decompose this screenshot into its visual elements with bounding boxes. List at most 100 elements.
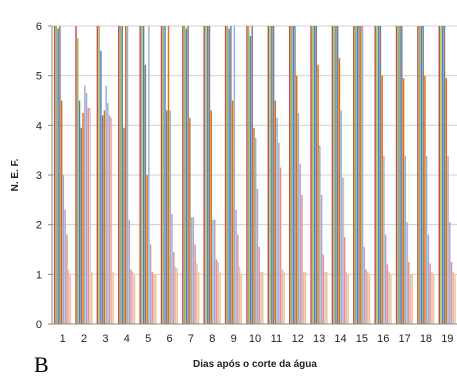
bar-day-6-series-9 xyxy=(174,266,177,324)
bar-day-5-series-5 xyxy=(146,175,148,324)
bar-day-16-series-8 xyxy=(386,264,389,324)
bar-day-4-series-7 xyxy=(128,219,130,324)
bar-day-6-series-5 xyxy=(167,26,170,324)
bar-day-11-series-9 xyxy=(281,269,284,324)
bar-day-7-series-10 xyxy=(197,271,200,324)
bar-day-4-series-1 xyxy=(118,26,120,324)
bar-day-9-series-2 xyxy=(226,26,229,324)
bar-day-3-series-10 xyxy=(112,271,114,324)
bar-day-2-series-9 xyxy=(89,107,91,324)
bar-day-3-series-1 xyxy=(96,26,99,324)
bar-day-16-series-3 xyxy=(377,26,380,324)
bar-day-15-series-5 xyxy=(360,26,362,324)
y-axis-title: N. E. F. xyxy=(10,158,21,191)
x-tick-label: 16 xyxy=(377,333,389,345)
bar-day-11-series-8 xyxy=(279,167,282,324)
bar-day-7-series-6 xyxy=(190,217,193,324)
bar-day-1-series-5 xyxy=(60,100,63,324)
bar-day-19-series-8 xyxy=(450,261,453,324)
bar-day-9-series-3 xyxy=(228,28,230,324)
bar-day-13-series-6 xyxy=(319,145,321,324)
bar-day-15-series-10 xyxy=(368,274,371,324)
bar-day-18-series-6 xyxy=(425,156,428,324)
bar-day-11-series-6 xyxy=(276,117,278,324)
bar-day-16-series-6 xyxy=(383,156,385,324)
bar-day-9-series-8 xyxy=(237,234,239,324)
x-tick-label: 18 xyxy=(420,333,432,345)
bar-day-8-series-9 xyxy=(217,261,219,324)
bar-day-5-series-9 xyxy=(153,274,155,324)
bar-day-14-series-8 xyxy=(343,237,346,324)
bar-day-15-series-3 xyxy=(356,26,359,324)
x-tick-label: 19 xyxy=(441,333,453,345)
bar-day-15-series-4 xyxy=(358,26,360,324)
bar-day-7-series-1 xyxy=(182,26,184,324)
bar-day-15-series-7 xyxy=(363,247,366,324)
bar-day-14-series-3 xyxy=(335,26,337,324)
bar-day-13-series-7 xyxy=(320,194,323,324)
bar-day-2-series-6 xyxy=(84,85,86,324)
bar-day-6-series-4 xyxy=(166,110,168,325)
bar-day-7-series-9 xyxy=(196,263,198,324)
bar-day-4-series-2 xyxy=(119,26,122,324)
bar-day-8-series-5 xyxy=(210,110,212,325)
bar-day-14-series-9 xyxy=(345,271,348,324)
bar-day-12-series-5 xyxy=(295,75,298,324)
bar-day-1-series-8 xyxy=(66,234,68,324)
x-tick-label: 11 xyxy=(271,333,282,345)
bar-day-18-series-4 xyxy=(422,26,424,324)
bar-day-13-series-8 xyxy=(322,254,325,324)
bar-day-1-series-1 xyxy=(53,26,56,324)
x-tick-label: 1 xyxy=(60,333,66,345)
bar-day-1-series-2 xyxy=(55,26,58,324)
bar-day-4-series-4 xyxy=(123,127,125,324)
bar-day-18-series-8 xyxy=(429,263,431,324)
bar-day-3-series-6 xyxy=(105,85,107,324)
bar-day-17-series-9 xyxy=(409,274,412,324)
bar-day-5-series-10 xyxy=(155,274,157,324)
bar-day-11-series-3 xyxy=(271,26,273,324)
bar-day-10-series-3 xyxy=(249,35,252,325)
bar-day-10-series-5 xyxy=(253,127,255,324)
bar-day-6-series-6 xyxy=(169,110,171,325)
bar-day-12-series-2 xyxy=(290,26,293,324)
bar-day-16-series-7 xyxy=(384,234,387,324)
bar-day-16-series-10 xyxy=(390,274,392,324)
bar-day-5-series-6 xyxy=(148,26,150,324)
bar-day-7-series-5 xyxy=(189,117,191,324)
bar-day-2-series-1 xyxy=(75,26,77,324)
bar-day-3-series-2 xyxy=(98,26,100,324)
bar-day-10-series-10 xyxy=(262,271,264,324)
bar-day-5-series-2 xyxy=(141,26,143,324)
bar-day-9-series-7 xyxy=(235,209,237,324)
bar-day-3-series-7 xyxy=(107,102,109,324)
y-tick-label: 3 xyxy=(36,170,42,182)
bar-day-1-series-3 xyxy=(57,28,59,324)
bar-day-12-series-7 xyxy=(299,164,301,324)
bar-day-17-series-6 xyxy=(404,156,407,324)
bar-day-6-series-10 xyxy=(176,268,178,324)
bar-day-8-series-6 xyxy=(212,219,214,324)
bar-day-8-series-3 xyxy=(207,26,209,324)
bar-day-18-series-1 xyxy=(417,26,419,324)
bar-day-4-series-3 xyxy=(121,26,123,324)
bar-day-14-series-4 xyxy=(336,26,339,324)
bar-day-11-series-4 xyxy=(272,26,275,324)
x-tick-label: 9 xyxy=(231,333,237,345)
bar-day-19-series-6 xyxy=(447,156,449,324)
bar-day-2-series-10 xyxy=(91,271,93,324)
bar-day-17-series-1 xyxy=(395,26,398,324)
bar-day-5-series-7 xyxy=(149,244,152,324)
bar-day-8-series-4 xyxy=(208,26,211,324)
bar-day-2-series-2 xyxy=(77,38,79,325)
bar-day-7-series-7 xyxy=(192,217,195,324)
x-tick-label: 12 xyxy=(292,333,304,345)
y-tick-label: 6 xyxy=(36,21,42,33)
bar-day-5-series-8 xyxy=(151,271,154,324)
x-tick-labels: 1 2 3 4 5 6 7 8 9 10 11 12 13 14 15 16 17 18 19 xyxy=(60,333,454,345)
bar-day-19-series-5 xyxy=(445,78,448,325)
bar-day-10-series-8 xyxy=(258,247,260,324)
bar-day-16-series-5 xyxy=(381,75,383,324)
y-tick-label: 1 xyxy=(36,269,42,281)
bar-day-12-series-6 xyxy=(297,112,300,324)
